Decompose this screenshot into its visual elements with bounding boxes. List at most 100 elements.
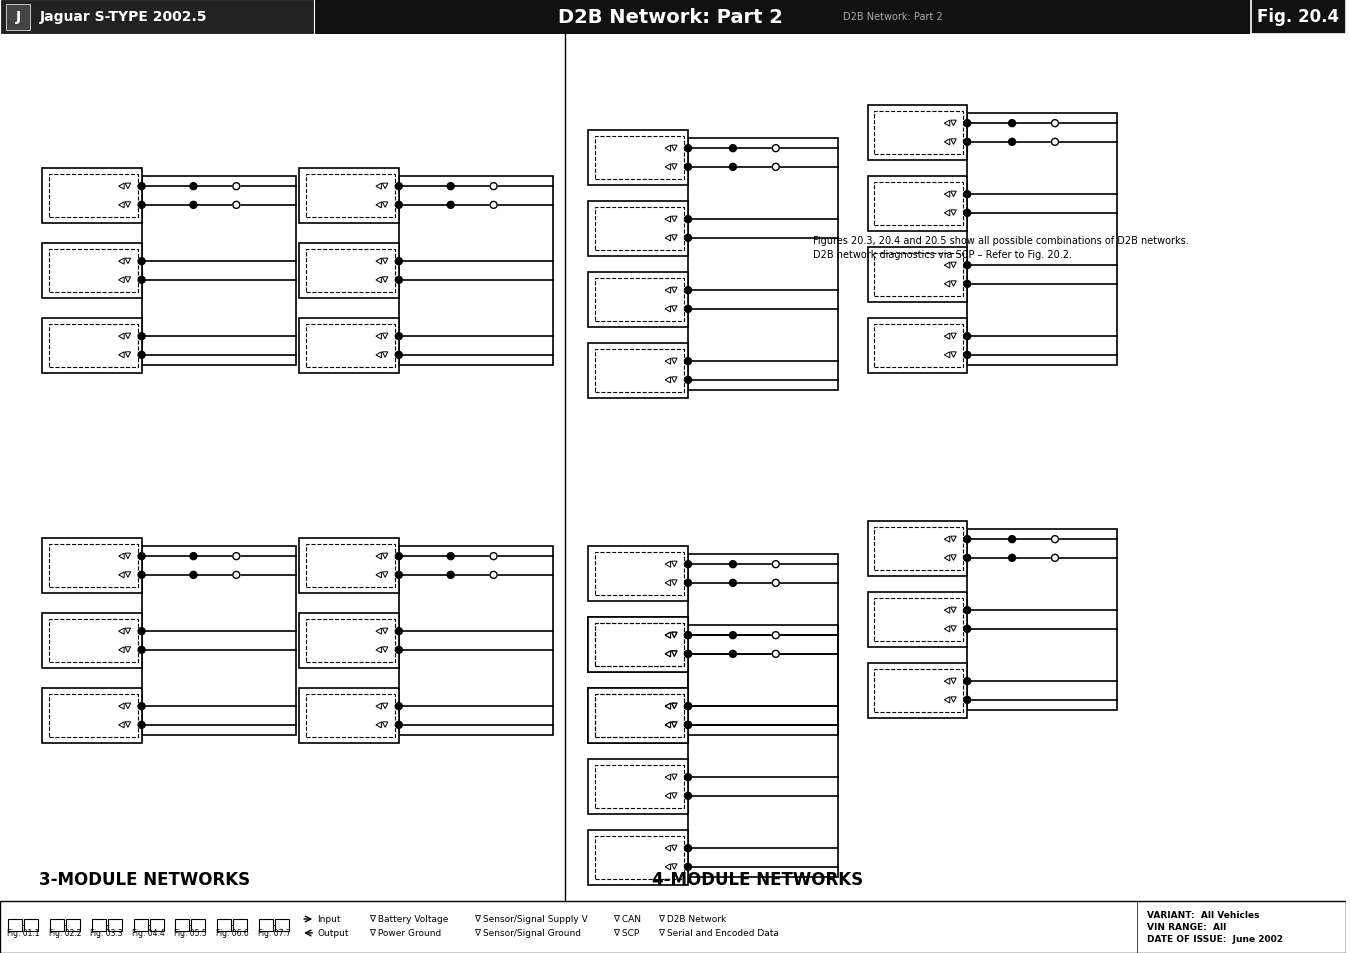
Circle shape — [447, 553, 454, 560]
Circle shape — [232, 184, 240, 191]
Circle shape — [396, 703, 402, 710]
Circle shape — [396, 572, 402, 578]
Circle shape — [964, 281, 971, 288]
Bar — [306, 250, 394, 293]
Circle shape — [190, 184, 197, 191]
Bar — [92, 919, 105, 931]
Text: Fig. 06.6: Fig. 06.6 — [216, 928, 248, 937]
Text: DATE OF ISSUE:  June 2002: DATE OF ISSUE: June 2002 — [1146, 935, 1282, 943]
Circle shape — [964, 139, 971, 146]
Bar — [275, 919, 289, 931]
Circle shape — [772, 164, 779, 172]
Bar — [595, 695, 684, 738]
Circle shape — [490, 202, 497, 209]
Bar — [24, 919, 38, 931]
Circle shape — [772, 632, 779, 639]
Bar — [875, 325, 964, 368]
Bar — [49, 174, 138, 218]
Bar — [300, 614, 398, 668]
Circle shape — [684, 579, 691, 587]
Circle shape — [684, 358, 691, 365]
Circle shape — [964, 555, 971, 561]
Circle shape — [964, 626, 971, 633]
Bar — [0, 0, 315, 35]
Circle shape — [772, 146, 779, 152]
Bar — [589, 688, 688, 743]
Bar — [142, 177, 296, 365]
Bar — [176, 919, 189, 931]
Bar — [868, 248, 967, 303]
Circle shape — [138, 628, 144, 635]
Circle shape — [684, 306, 691, 313]
Bar — [259, 919, 273, 931]
Circle shape — [490, 553, 497, 560]
Bar — [42, 318, 142, 374]
Circle shape — [684, 164, 691, 172]
Circle shape — [396, 277, 402, 284]
Bar — [589, 131, 688, 186]
Circle shape — [729, 561, 736, 568]
Circle shape — [964, 334, 971, 340]
Text: Fig. 02.2: Fig. 02.2 — [49, 928, 81, 937]
Bar — [589, 546, 688, 601]
Circle shape — [684, 377, 691, 384]
Text: ∇ D2B Network: ∇ D2B Network — [657, 915, 726, 923]
Circle shape — [684, 863, 691, 870]
Bar — [595, 278, 684, 322]
Text: VARIANT:  All Vehicles: VARIANT: All Vehicles — [1146, 910, 1260, 920]
Bar — [688, 555, 837, 735]
Circle shape — [684, 561, 691, 568]
Bar — [42, 688, 142, 743]
Circle shape — [684, 774, 691, 781]
Bar — [49, 325, 138, 368]
Bar — [217, 919, 231, 931]
Bar — [875, 183, 964, 226]
Bar — [595, 350, 684, 393]
Bar — [306, 695, 394, 738]
Bar — [50, 919, 63, 931]
Bar — [0, 901, 1346, 953]
Text: Input: Input — [317, 915, 340, 923]
Circle shape — [684, 651, 691, 658]
Circle shape — [138, 721, 144, 729]
Circle shape — [190, 202, 197, 209]
Bar — [5, 5, 30, 30]
Bar — [49, 619, 138, 662]
Circle shape — [396, 721, 402, 729]
Circle shape — [396, 647, 402, 654]
Circle shape — [964, 537, 971, 543]
Circle shape — [772, 561, 779, 568]
Bar — [595, 623, 684, 666]
Text: ∇ SCP: ∇ SCP — [613, 928, 640, 938]
Bar — [150, 919, 163, 931]
Bar — [49, 250, 138, 293]
Circle shape — [1052, 537, 1058, 543]
Circle shape — [964, 352, 971, 359]
Circle shape — [232, 202, 240, 209]
Bar — [868, 177, 967, 232]
Bar — [875, 669, 964, 712]
Circle shape — [1008, 139, 1015, 146]
Text: D2B Network: Part 2: D2B Network: Part 2 — [842, 12, 942, 23]
Circle shape — [684, 793, 691, 800]
Text: Fig. 20.4: Fig. 20.4 — [1257, 9, 1339, 27]
Bar — [300, 169, 398, 224]
Bar — [589, 618, 688, 672]
Circle shape — [729, 632, 736, 639]
Circle shape — [684, 632, 691, 639]
Circle shape — [684, 235, 691, 242]
Circle shape — [1052, 120, 1058, 128]
Bar — [589, 202, 688, 256]
Bar — [142, 547, 296, 735]
Text: D2B Network: Part 2: D2B Network: Part 2 — [558, 8, 783, 27]
Circle shape — [1008, 120, 1015, 128]
Circle shape — [447, 184, 454, 191]
Bar — [49, 695, 138, 738]
Circle shape — [396, 352, 402, 359]
Circle shape — [964, 262, 971, 270]
Bar — [234, 919, 247, 931]
Bar — [589, 344, 688, 398]
Bar — [868, 106, 967, 161]
Circle shape — [684, 216, 691, 223]
Circle shape — [772, 579, 779, 587]
